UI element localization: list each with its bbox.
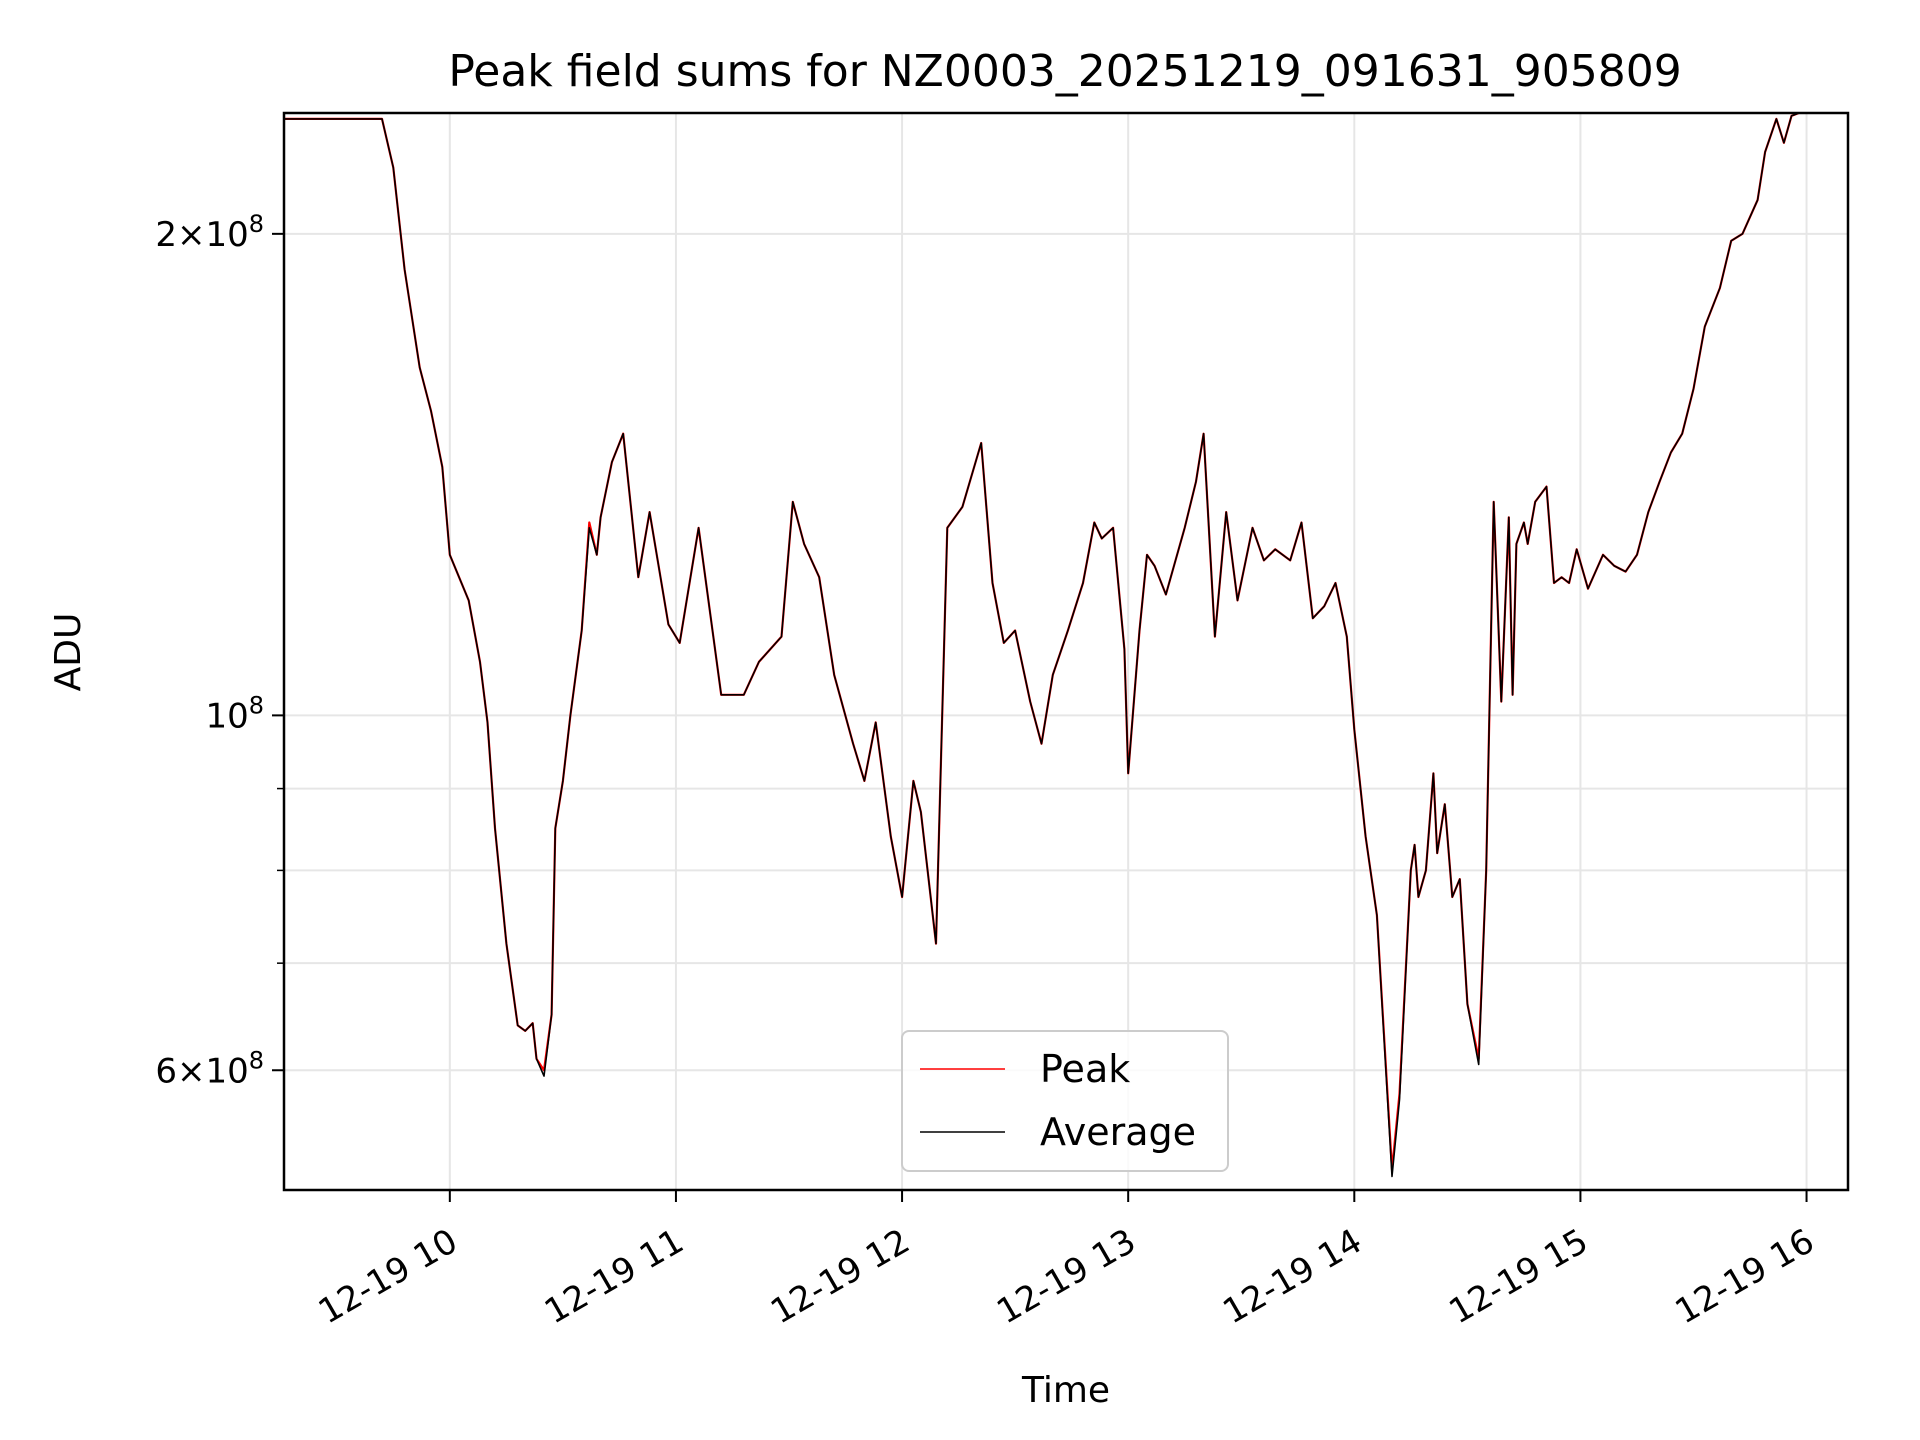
legend: Peak Average [901, 1030, 1229, 1172]
y-tick-label: 6×108 [155, 1046, 264, 1091]
plot-frame [282, 111, 1850, 1192]
legend-box [901, 1030, 1229, 1172]
series-lines [284, 113, 1800, 1178]
y-tick-label: 2×108 [155, 210, 264, 255]
y-tick-label: 108 [205, 691, 264, 736]
series-line-average [284, 113, 1800, 1178]
legend-label-average: Average [1040, 1110, 1196, 1154]
y-axis-label: ADU [48, 613, 89, 692]
legend-label-peak: Peak [1040, 1047, 1130, 1091]
x-axis-label: Time [1021, 1370, 1110, 1411]
y-axis: 2×108 108 6×108 [155, 210, 284, 1091]
chart-title: Peak field sums for NZ0003_20251219_0916… [448, 46, 1681, 97]
